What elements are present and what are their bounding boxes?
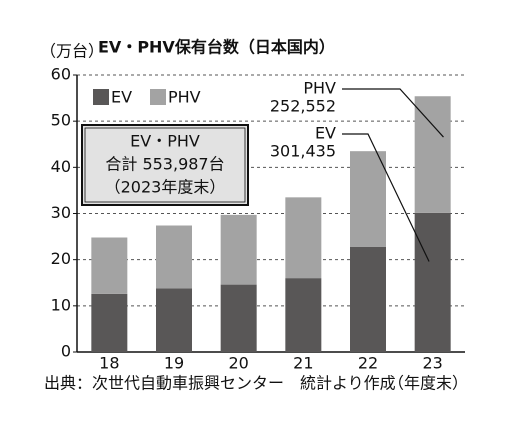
y-unit: （万台） (40, 42, 104, 61)
y-tick-label: 10 (51, 295, 71, 314)
summary-line: （2023年度末） (105, 178, 226, 197)
y-tick-label: 60 (51, 65, 71, 84)
bar-segment (414, 96, 451, 213)
y-tick-label: 30 (51, 203, 71, 222)
summary-line: EV・PHV (130, 132, 200, 151)
source: 出典：次世代自動車振興センター 統計より作成 (44, 374, 396, 393)
bar-segment (350, 151, 386, 247)
legend-swatch (150, 89, 166, 105)
bar-segment (414, 212, 451, 352)
y-tick-label: 20 (51, 249, 71, 268)
callout-name: EV (315, 124, 336, 143)
bar-segment (156, 225, 192, 289)
summary-box (81, 124, 249, 206)
x-tick-label: 19 (164, 354, 184, 373)
bar-segment (220, 214, 257, 285)
summary-line: 合計 553,987台 (105, 155, 224, 174)
callout-line (342, 88, 444, 138)
bar-segment (91, 293, 128, 352)
x-tick-label: 23 (422, 354, 442, 373)
callout-line (342, 133, 430, 262)
bar-segment (350, 246, 386, 352)
legend-label: EV (111, 88, 132, 107)
callout-value: 252,552 (270, 97, 336, 116)
bar-segment (285, 197, 322, 279)
x-tick-label: 22 (358, 354, 378, 373)
bar-segment (285, 278, 322, 352)
callout-value: 301,435 (270, 142, 336, 161)
legend-label: PHV (168, 88, 201, 107)
bar-segment (91, 237, 128, 294)
y-tick-label: 40 (51, 157, 71, 176)
x-unit: （年度末） (388, 374, 468, 393)
y-tick-label: 50 (51, 111, 71, 130)
legend-swatch (93, 89, 109, 105)
summary-box-inner (84, 127, 246, 203)
bar-segment (156, 288, 192, 352)
chart-title: EV・PHV保有台数（日本国内） (98, 38, 335, 57)
x-tick-label: 18 (99, 354, 119, 373)
y-tick-label: 0 (61, 342, 71, 361)
callout-name: PHV (303, 79, 336, 98)
x-tick-label: 20 (228, 354, 248, 373)
x-tick-label: 21 (293, 354, 313, 373)
bar-segment (220, 284, 257, 352)
